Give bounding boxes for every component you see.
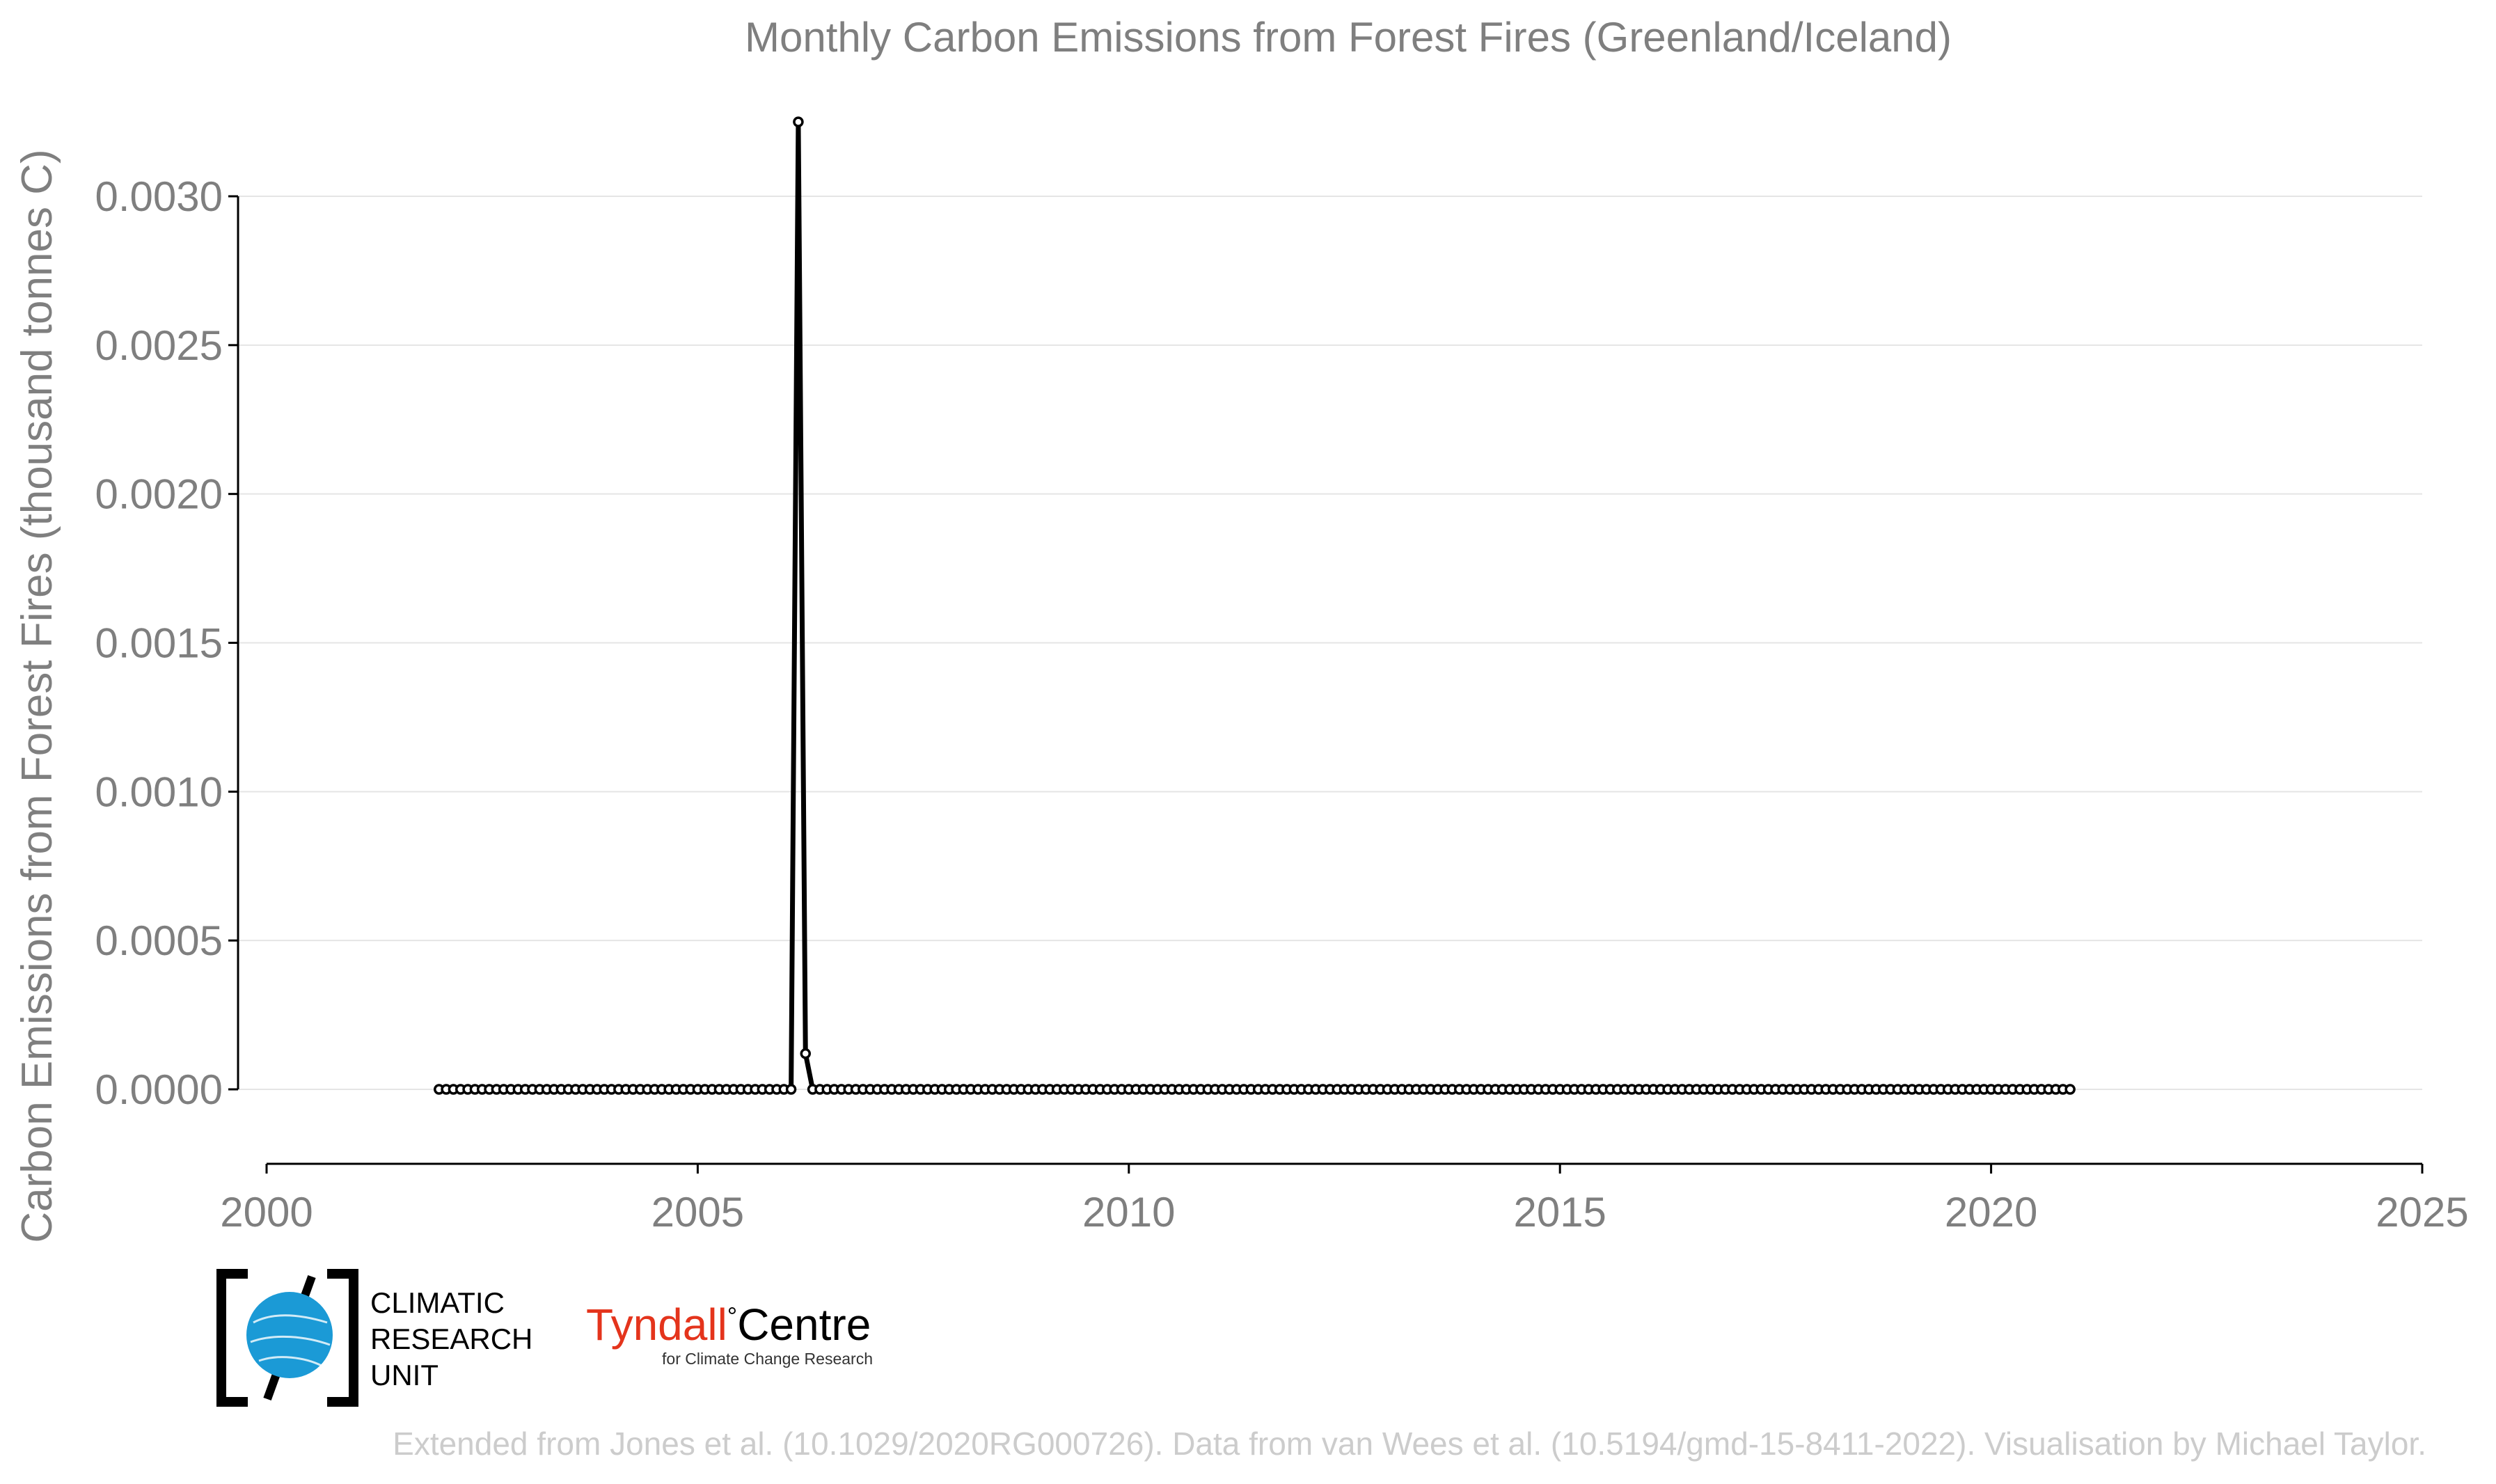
y-ticks: 0.0000 0.0005 0.0010 0.0015 0.0020 0.0025 0.00… <box>95 173 238 1113</box>
series-line <box>439 119 2071 1092</box>
tyndall-name-left: Tyndall <box>586 1300 727 1350</box>
tyndall-logo: Tyndall°Centre for Climate Change Resear… <box>586 1300 873 1368</box>
cru-line-1: CLIMATIC <box>370 1286 505 1319</box>
x-tick-label: 2000 <box>220 1189 313 1236</box>
cru-bracket-left <box>216 1269 248 1407</box>
grid-lines <box>238 196 2422 1090</box>
x-tick-label: 2015 <box>1513 1189 1606 1236</box>
cru-globe-icon <box>246 1292 333 1378</box>
cru-line-3: UNIT <box>370 1359 439 1391</box>
y-tick-label: 0.0015 <box>95 620 223 667</box>
cru-globe-lines <box>250 1314 331 1367</box>
y-tick-label: 0.0005 <box>95 917 223 964</box>
series-group <box>434 116 2076 1095</box>
data-point <box>2064 1084 2076 1095</box>
y-axis-label: Carbon Emissions from Forest Fires (thou… <box>13 149 61 1242</box>
data-point <box>793 116 804 127</box>
y-tick-label: 0.0000 <box>95 1066 223 1113</box>
x-tick-label: 2025 <box>2376 1189 2468 1236</box>
data-point <box>800 1048 811 1059</box>
y-tick-label: 0.0025 <box>95 322 223 369</box>
y-tick-label: 0.0010 <box>95 768 223 815</box>
tyndall-name-right: Centre <box>737 1300 871 1350</box>
cru-logo: CLIMATIC RESEARCH UNIT <box>216 1269 532 1407</box>
credits: Extended from Jones et al. (10.1029/2020… <box>393 1426 2426 1462</box>
cru-line-2: RESEARCH <box>370 1323 532 1355</box>
y-tick-label: 0.0020 <box>95 471 223 518</box>
x-tick-label: 2010 <box>1082 1189 1175 1236</box>
y-tick-label: 0.0030 <box>95 173 223 220</box>
x-ticks: 2000 2005 2010 2015 2020 2025 <box>220 1164 2469 1236</box>
tyndall-subtitle: for Climate Change Research <box>662 1350 873 1368</box>
chart-title: Monthly Carbon Emissions from Forest Fir… <box>745 14 1952 61</box>
tyndall-degree: ° <box>727 1302 737 1330</box>
svg-text:Tyndall°Centre: Tyndall°Centre <box>586 1300 871 1350</box>
cru-bracket-right <box>327 1269 358 1407</box>
x-tick-label: 2020 <box>1945 1189 2037 1236</box>
x-tick-label: 2005 <box>651 1189 744 1236</box>
axes <box>237 196 2422 1165</box>
data-point <box>785 1084 797 1095</box>
